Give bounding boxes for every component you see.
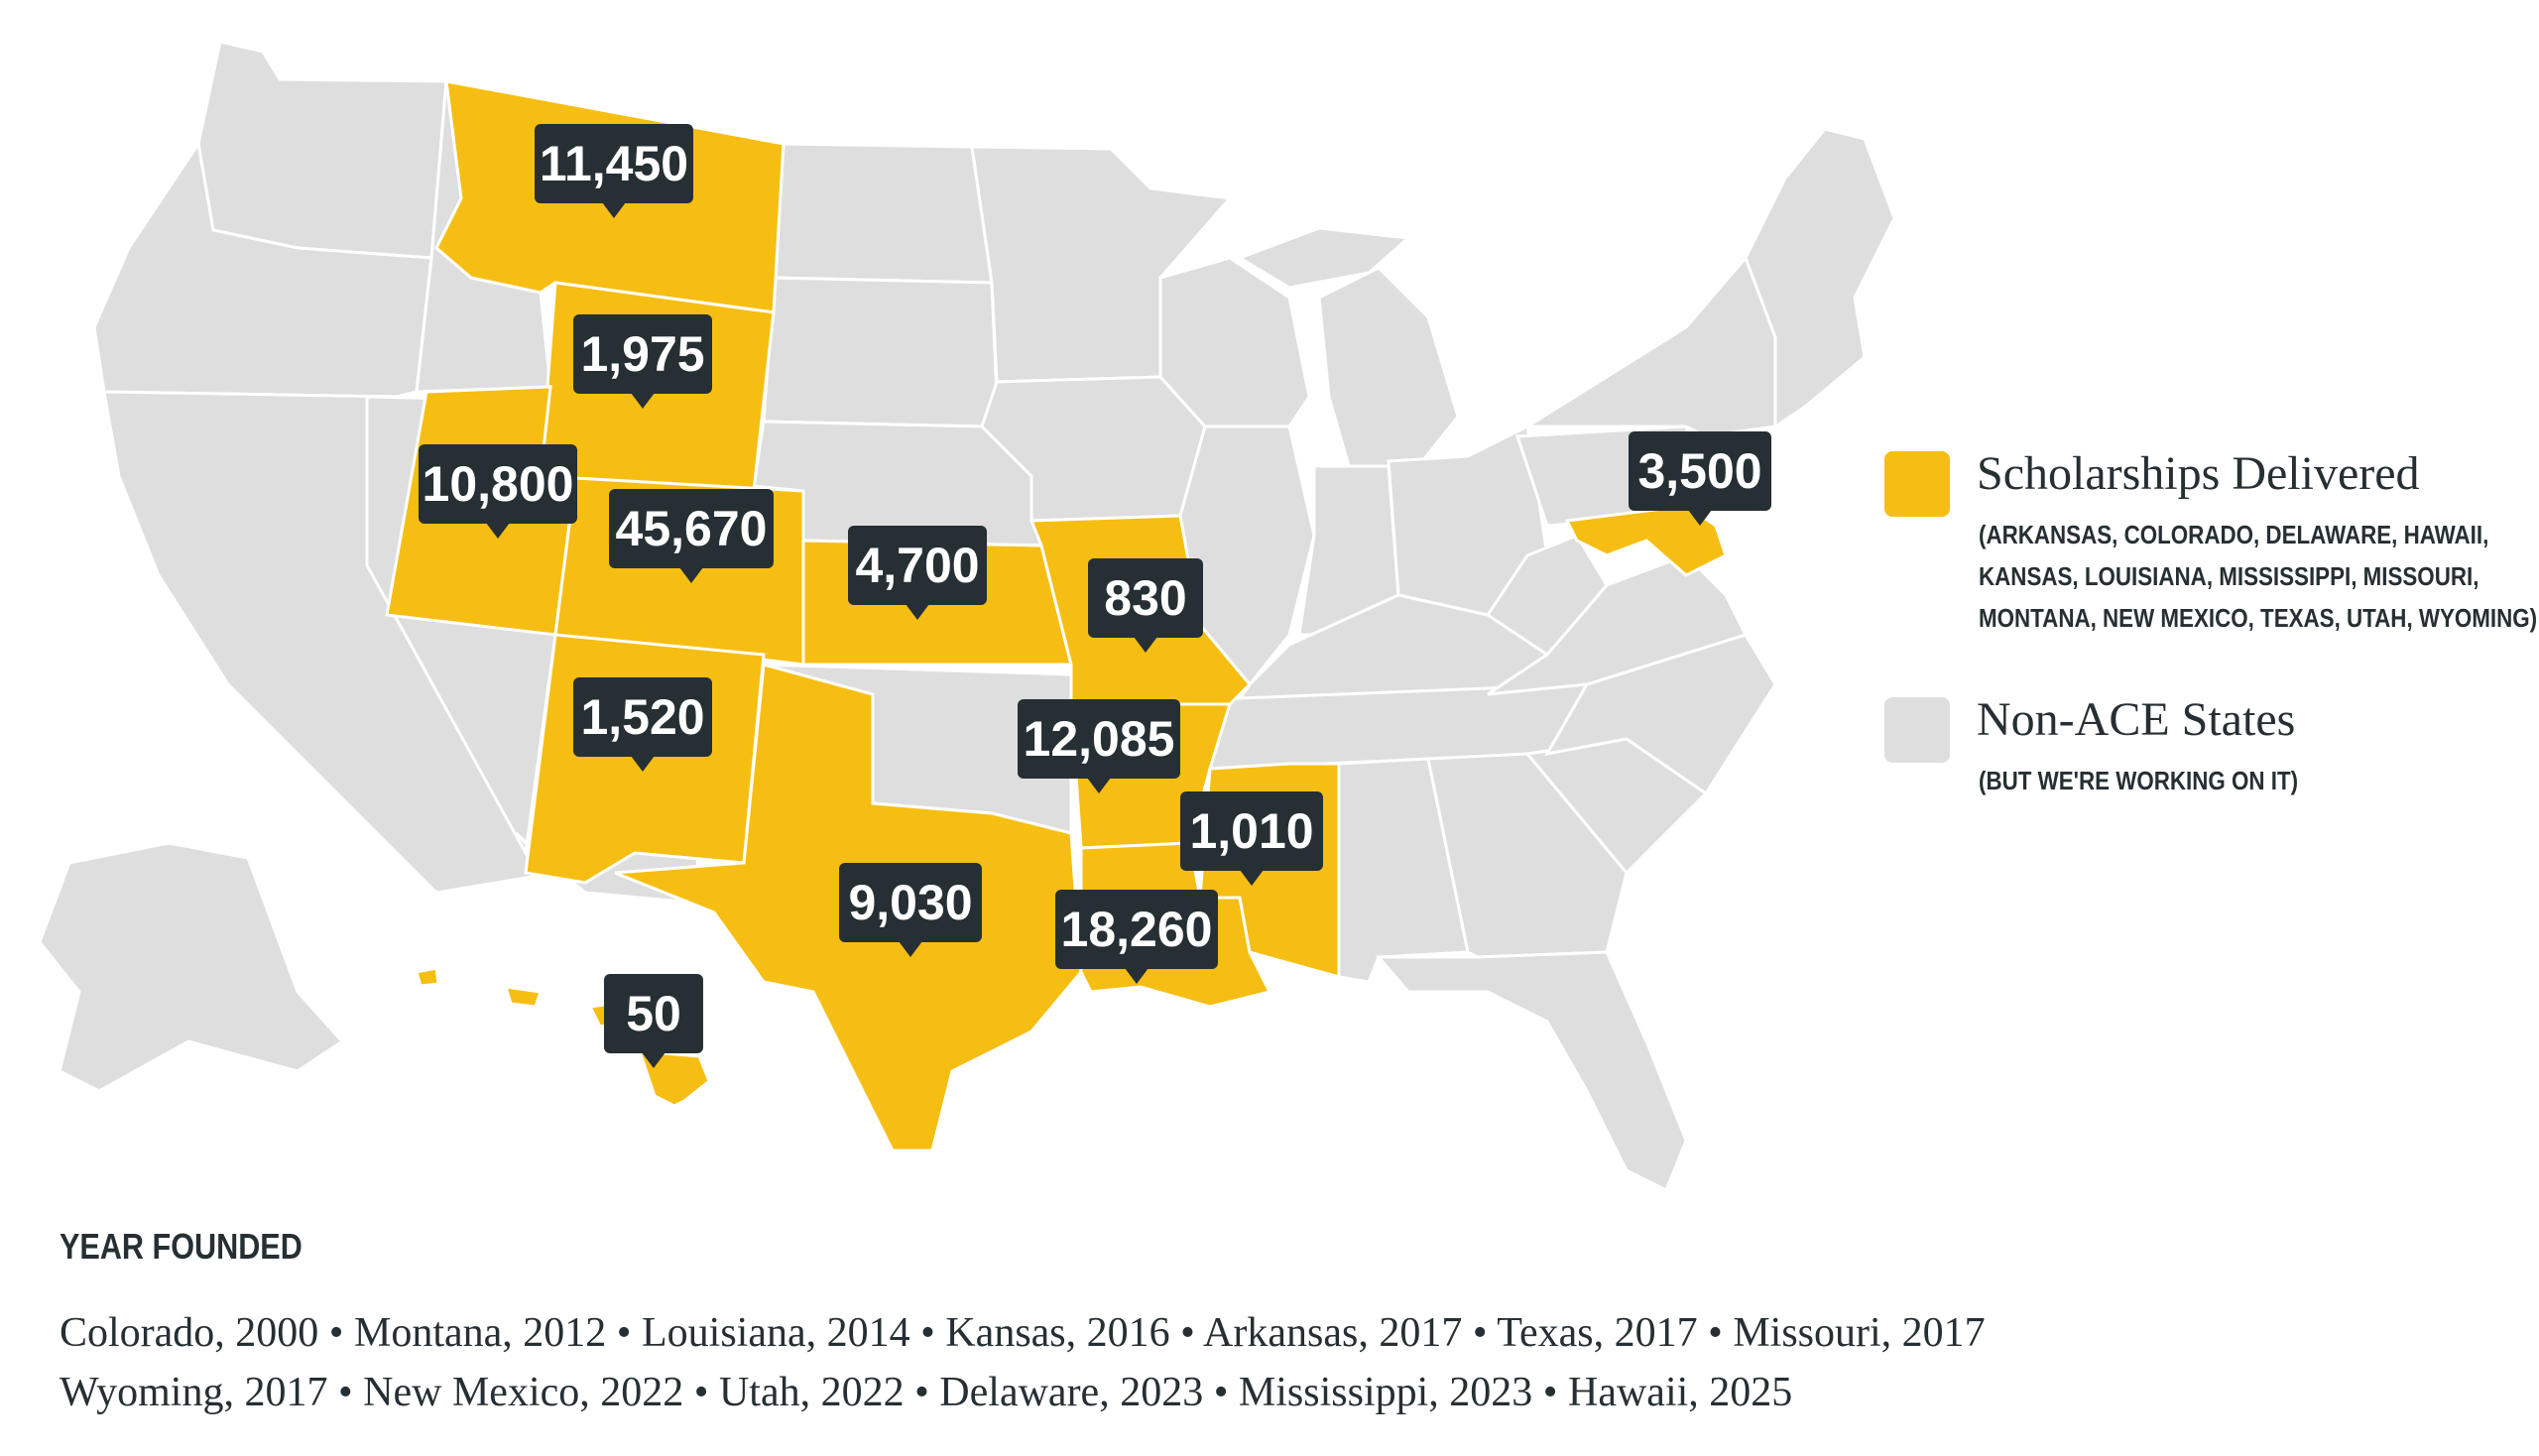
state-north-dakota <box>772 142 994 285</box>
state-south-dakota <box>762 276 999 428</box>
scholarship-badges: 11,450 1,975 10,800 45,670 4,700 830 <box>419 124 1771 1068</box>
badge-kansas-label: 4,700 <box>855 538 979 593</box>
state-new-york <box>1521 255 1777 438</box>
badge-new-mexico-label: 1,520 <box>580 689 704 745</box>
state-hawaii-oahu <box>503 985 543 1009</box>
legend-title-scholarships: Scholarships Delivered <box>1977 447 2420 500</box>
legend-sub-line: (ARKANSAS, COLORADO, DELAWARE, HAWAII, <box>1979 520 2489 549</box>
badge-montana: 11,450 <box>535 124 693 218</box>
badge-texas: 9,030 <box>839 863 982 957</box>
badge-texas-label: 9,030 <box>848 875 972 930</box>
badge-wyoming: 1,975 <box>573 314 712 409</box>
badge-colorado: 45,670 <box>609 489 774 583</box>
legend-sub-line: (BUT WE'RE WORKING ON IT) <box>1979 766 2299 795</box>
badge-louisiana: 18,260 <box>1055 890 1218 984</box>
state-alaska <box>38 841 345 1093</box>
state-hawaii-kauai <box>415 966 440 988</box>
year-founded-heading: YEAR FOUNDED <box>60 1226 302 1267</box>
badge-wyoming-label: 1,975 <box>580 326 704 382</box>
badge-arkansas-label: 12,085 <box>1024 711 1175 767</box>
badge-missouri-label: 830 <box>1104 570 1186 626</box>
badge-delaware: 3,500 <box>1629 431 1771 526</box>
state-oregon <box>92 140 433 399</box>
state-wisconsin <box>1158 256 1311 428</box>
state-hawaii-big-island <box>637 1049 711 1108</box>
legend-sub-line: MONTANA, NEW MEXICO, TEXAS, UTAH, WYOMIN… <box>1979 603 2538 633</box>
badge-new-mexico: 1,520 <box>573 677 712 772</box>
badge-utah-label: 10,800 <box>423 456 574 512</box>
state-michigan <box>1317 266 1460 468</box>
state-michigan-up <box>1236 226 1412 290</box>
badge-mississippi-label: 1,010 <box>1189 803 1313 859</box>
badge-hawaii-label: 50 <box>626 986 681 1041</box>
year-founded-line-1: Colorado, 2000 • Montana, 2012 • Louisia… <box>60 1310 1986 1356</box>
legend-sub-scholarships: (ARKANSAS, COLORADO, DELAWARE, HAWAII, K… <box>1979 514 2537 639</box>
badge-arkansas: 12,085 <box>1018 699 1180 793</box>
badge-colorado-label: 45,670 <box>616 501 768 556</box>
badge-utah: 10,800 <box>419 444 577 539</box>
badge-delaware-label: 3,500 <box>1637 443 1761 499</box>
year-founded-line-2: Wyoming, 2017 • New Mexico, 2022 • Utah,… <box>60 1370 1793 1415</box>
state-west-virginia <box>1485 534 1609 657</box>
legend-swatch-scholarships <box>1884 451 1950 517</box>
badge-hawaii: 50 <box>604 974 703 1068</box>
state-florida <box>1375 950 1688 1193</box>
badge-montana-label: 11,450 <box>540 136 688 191</box>
state-washington <box>196 40 448 260</box>
badge-louisiana-label: 18,260 <box>1061 902 1213 957</box>
state-new-england <box>1744 127 1896 429</box>
legend-sub-non-ace: (BUT WE'RE WORKING ON IT) <box>1979 760 2298 801</box>
badge-mississippi: 1,010 <box>1180 791 1323 886</box>
legend-title-non-ace: Non-ACE States <box>1977 693 2296 746</box>
badge-missouri: 830 <box>1088 558 1203 653</box>
legend-sub-line: KANSAS, LOUISIANA, MISSISSIPPI, MISSOURI… <box>1979 561 2479 591</box>
badge-kansas: 4,700 <box>848 526 987 620</box>
legend-swatch-non-ace <box>1884 697 1950 763</box>
